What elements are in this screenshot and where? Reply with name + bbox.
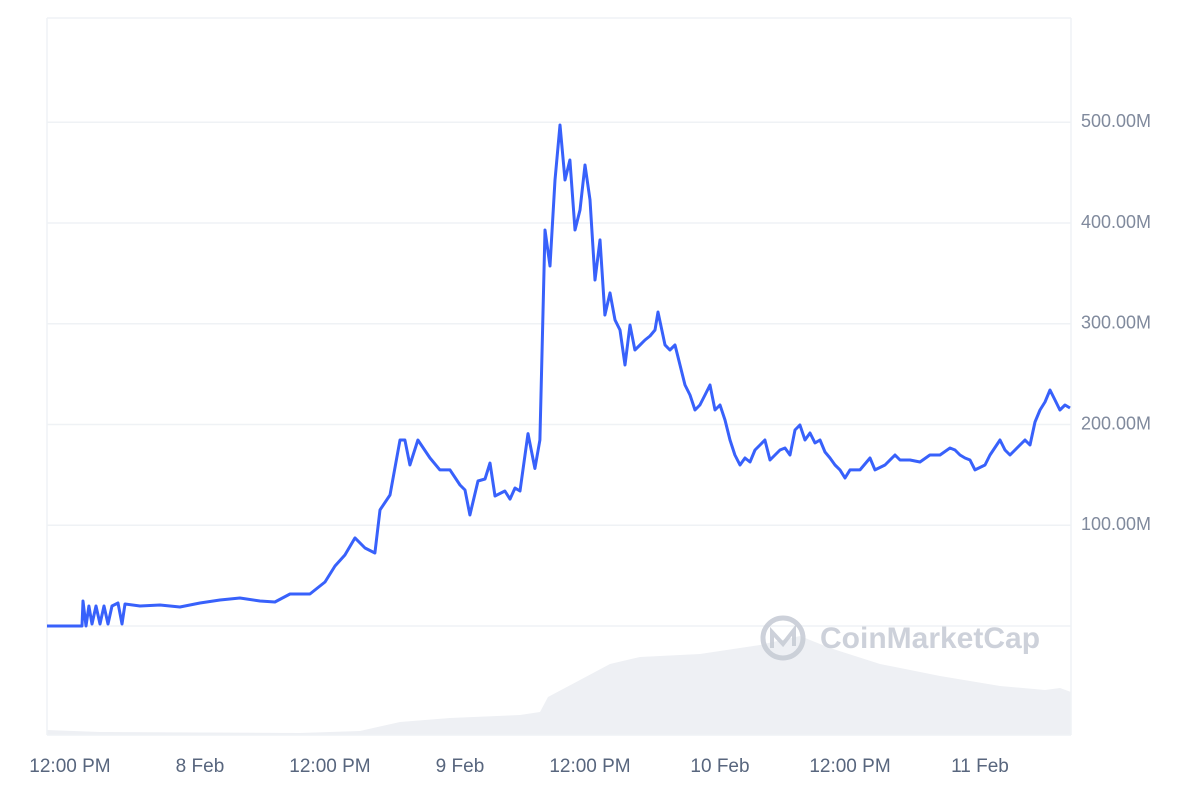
x-tick-label: 12:00 PM [549,756,630,777]
x-tick-label: 12:00 PM [809,756,890,777]
watermark-logo [770,624,796,648]
line-series [47,123,1071,628]
y-tick-label: 500.00M [1081,111,1151,131]
x-tick-label: 11 Feb [951,756,1009,777]
x-tick-label: 8 Feb [176,756,225,777]
volume-area [47,636,1071,735]
watermark-logo [760,615,806,661]
y-tick-label: 200.00M [1081,413,1151,433]
y-tick-label: 400.00M [1081,212,1151,232]
x-tick-label: 10 Feb [690,756,749,777]
y-tick-label: 100.00M [1081,514,1151,534]
watermark: CoinMarketCap [760,615,1040,661]
watermark-text: CoinMarketCap [820,622,1040,655]
x-tick-label: 12:00 PM [29,756,110,777]
x-tick-label: 12:00 PM [289,756,370,777]
y-tick-label: 300.00M [1081,313,1151,333]
x-tick-label: 9 Feb [436,756,485,777]
